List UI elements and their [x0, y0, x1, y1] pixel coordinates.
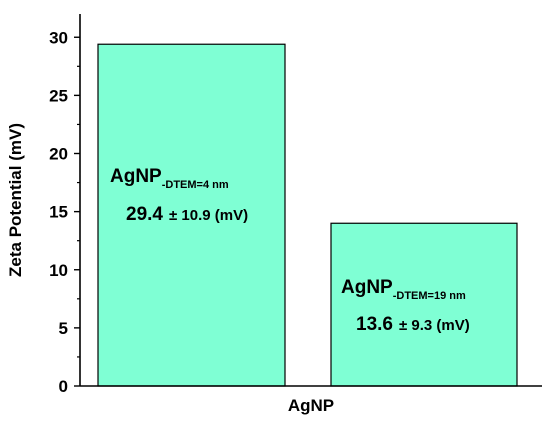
y-tick-label: 25	[49, 86, 68, 105]
y-tick-label: 20	[49, 145, 68, 164]
y-tick-label: 10	[49, 261, 68, 280]
annotation-1-title: AgNP-DTEM=4 nm	[110, 166, 229, 191]
y-axis-label: Zeta Potential (mV)	[6, 123, 25, 277]
bar-2	[330, 222, 518, 387]
axis-layer	[79, 14, 542, 387]
bars-layer	[97, 43, 518, 387]
y-tick-label: 5	[59, 319, 68, 338]
annotation-2-title: AgNP-DTEM=19 nm	[341, 277, 466, 302]
y-ticks: 0 5 10 15 20 25 30	[49, 28, 80, 396]
x-axis-label: AgNP	[288, 396, 334, 415]
annotation-1-value: 29.4 ± 10.9 (mV)	[126, 204, 248, 225]
bar-1	[97, 43, 286, 387]
y-tick-label: 15	[49, 203, 68, 222]
y-tick-label: 30	[49, 28, 68, 47]
annotation-2-value: 13.6 ± 9.3 (mV)	[356, 314, 470, 335]
y-tick-label: 0	[59, 377, 68, 396]
bar-annotations: AgNP-DTEM=4 nm 29.4 ± 10.9 (mV) AgNP-DTEM…	[110, 166, 470, 335]
